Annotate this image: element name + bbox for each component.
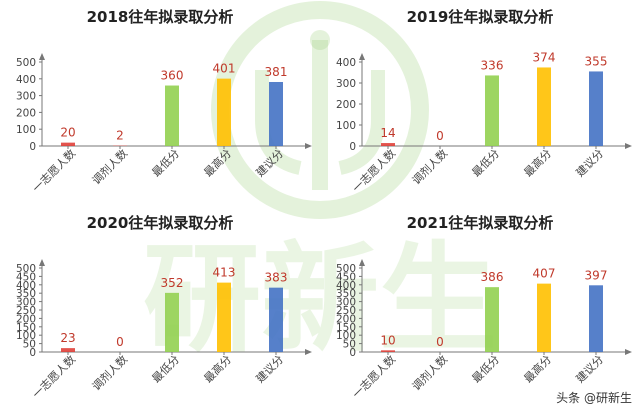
x-tick-label: 一志愿人数	[350, 147, 398, 195]
x-tick-label: 调剂人数	[409, 352, 450, 393]
bar-chart-2018: 0 100 200 300 400 500 20 一志愿人数 2 调剂人数 360 最低分 401 最高分…	[0, 0, 320, 206]
y-tick-label: 300	[336, 78, 356, 90]
data-label: 360	[161, 69, 184, 83]
bar	[381, 143, 395, 146]
bar	[217, 79, 231, 146]
bar	[537, 67, 551, 146]
y-axis-arrow-icon	[39, 53, 45, 60]
data-label: 381	[265, 65, 288, 79]
bar-chart-2019: 010020030040014一志愿人数0调剂人数336最低分374最高分355…	[320, 0, 640, 206]
x-tick-label: 建议分	[573, 352, 606, 385]
chart-panel-2021: 2021往年拟录取分析 0 50 100 150 200 250 300 350 400 450 5…	[320, 206, 640, 412]
x-tick-label: 调剂人数	[89, 146, 130, 187]
x-tick-label: 建议分	[573, 146, 606, 179]
bar	[485, 287, 499, 352]
x-tick-label: 一志愿人数	[30, 353, 78, 401]
bar	[61, 348, 75, 352]
y-tick-label: 200	[16, 107, 36, 119]
bar	[485, 75, 499, 146]
x-tick-label: 调剂人数	[409, 146, 450, 187]
bar	[61, 143, 75, 146]
y-axis-arrow-icon	[39, 259, 45, 266]
bar	[589, 71, 603, 146]
x-axis-arrow-icon	[305, 143, 312, 149]
data-label: 0	[436, 335, 444, 349]
bar	[165, 293, 179, 352]
data-label: 413	[213, 266, 236, 280]
y-tick-label: 0	[29, 141, 36, 153]
bar-chart-2020: 05010015020025030035040045050023一志愿人数0调剂…	[0, 206, 320, 412]
data-label: 355	[585, 54, 608, 68]
data-label: 397	[585, 268, 608, 282]
x-tick-label: 一志愿人数	[350, 353, 398, 401]
x-tick-label: 调剂人数	[89, 352, 130, 393]
y-tick-label: 0	[349, 141, 356, 153]
bar	[217, 283, 231, 352]
data-label: 374	[533, 50, 556, 64]
data-label: 10	[380, 333, 395, 347]
chart-panel-2019: 2019往年拟录取分析 0 100 200 300 400 14 一志愿人数 0 调剂人数 336…	[320, 0, 640, 206]
y-tick-label: 500	[336, 263, 356, 275]
x-axis-arrow-icon	[305, 349, 312, 355]
x-tick-label: 建议分	[253, 146, 286, 179]
y-tick-label: 100	[336, 120, 356, 132]
y-tick-label: 300	[16, 91, 36, 103]
x-tick-label: 最高分	[521, 352, 554, 385]
y-tick-label: 400	[336, 57, 356, 69]
y-tick-label: 200	[336, 99, 356, 111]
y-axis-arrow-icon	[359, 259, 365, 266]
x-tick-label: 最高分	[201, 352, 234, 385]
x-tick-label: 最低分	[470, 147, 503, 180]
chart-panel-2018: 2018往年拟录取分析 0 100 200 300 400 500 20 一志愿人数 2 调剂人数…	[0, 0, 320, 206]
x-axis-arrow-icon	[625, 143, 632, 149]
bar	[269, 82, 283, 146]
data-label: 383	[265, 271, 288, 285]
data-label: 407	[533, 267, 556, 281]
x-tick-label: 最高分	[201, 146, 234, 179]
bar-chart-2021: 05010015020025030035040045050010一志愿人数0调剂…	[320, 206, 640, 412]
data-label: 2	[116, 129, 124, 143]
data-label: 23	[60, 331, 75, 345]
data-label: 401	[213, 62, 236, 76]
y-tick-label: 100	[16, 124, 36, 136]
data-label: 386	[481, 270, 504, 284]
x-tick-label: 一志愿人数	[30, 147, 78, 195]
x-tick-label: 最低分	[470, 353, 503, 386]
data-label: 14	[380, 126, 395, 140]
data-label: 352	[161, 276, 184, 290]
chart-panel-2020: 2020往年拟录取分析 0 50 100 150 200 250 300 350 400 450 5…	[0, 206, 320, 412]
x-axis-arrow-icon	[625, 349, 632, 355]
data-label: 0	[116, 335, 124, 349]
y-tick-label: 500	[16, 57, 36, 69]
bar	[165, 86, 179, 146]
bar	[381, 350, 395, 352]
bar	[589, 285, 603, 352]
bar	[537, 284, 551, 352]
data-label: 336	[481, 58, 504, 72]
x-tick-label: 最高分	[521, 146, 554, 179]
data-label: 20	[60, 126, 75, 140]
footer-credit: 头条 @研新生	[556, 389, 632, 406]
y-tick-label: 400	[16, 74, 36, 86]
data-label: 0	[436, 129, 444, 143]
x-tick-label: 最低分	[150, 147, 183, 180]
y-tick-label: 500	[16, 263, 36, 275]
y-axis-arrow-icon	[359, 53, 365, 60]
x-tick-label: 建议分	[253, 352, 286, 385]
bar	[269, 288, 283, 352]
x-tick-label: 最低分	[150, 353, 183, 386]
